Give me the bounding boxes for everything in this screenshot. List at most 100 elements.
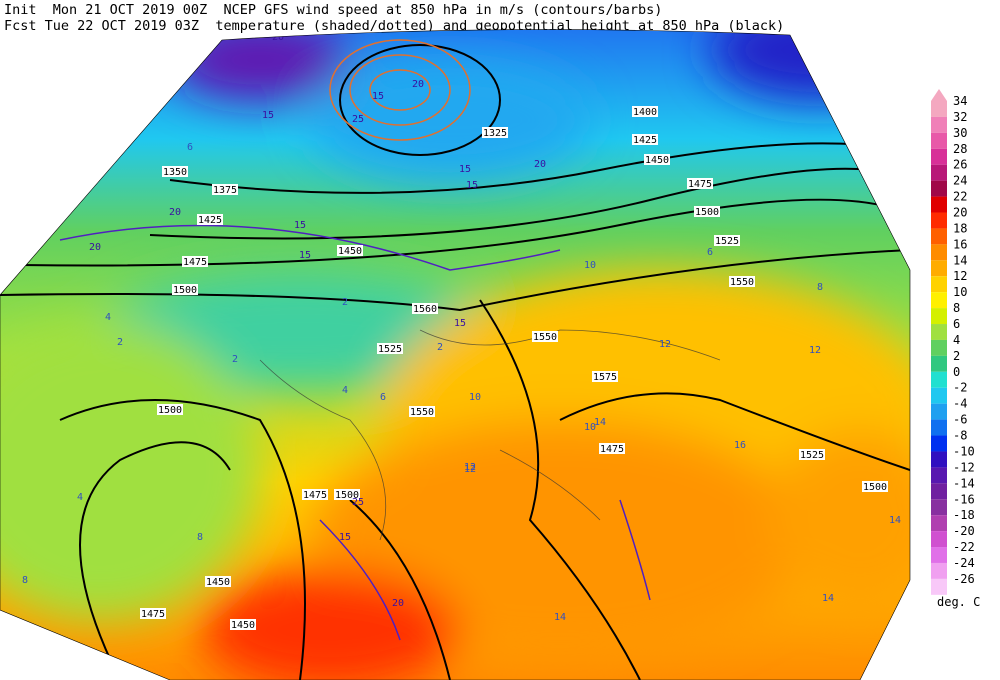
height-label: 1325 xyxy=(483,128,507,139)
temp-label: 10 xyxy=(584,422,596,433)
height-label: 1400 xyxy=(633,107,657,118)
temp-label: 2 xyxy=(437,342,443,353)
height-label: 1475 xyxy=(600,444,624,455)
colorbar-swatch xyxy=(931,483,947,500)
height-label: 1425 xyxy=(633,135,657,146)
colorbar-label: 20 xyxy=(953,206,967,220)
temp-label: 2 xyxy=(117,337,123,348)
colorbar-swatch xyxy=(931,562,947,579)
wind-label: 20 xyxy=(412,79,424,90)
header-init: Init Mon 21 OCT 2019 00Z NCEP GFS wind s… xyxy=(4,2,662,18)
colorbar-swatch xyxy=(931,371,947,388)
colorbar-arrow xyxy=(931,89,947,101)
height-label: 1475 xyxy=(183,257,207,268)
colorbar-swatch xyxy=(931,148,947,165)
height-label-box xyxy=(714,235,740,246)
temp-label: 4 xyxy=(342,385,348,396)
height-label: 1500 xyxy=(158,405,182,416)
colorbar-swatch xyxy=(931,276,947,293)
temp-label: 14 xyxy=(594,417,606,428)
height-label-box xyxy=(337,245,363,256)
colorbar-swatch xyxy=(931,116,947,133)
height-label: 1375 xyxy=(213,185,237,196)
colorbar-label: -10 xyxy=(953,444,975,458)
colorbar-unit: deg. C xyxy=(937,595,980,609)
colorbar-swatch xyxy=(931,292,947,309)
colorbar-swatch xyxy=(931,132,947,149)
colorbar-label: -24 xyxy=(953,556,975,570)
colorbar-label: 4 xyxy=(953,333,960,347)
height-label: 1475 xyxy=(141,609,165,620)
height-label: 1500 xyxy=(173,285,197,296)
height-label-box xyxy=(157,404,183,415)
colorbar-label: -2 xyxy=(953,381,967,395)
temp-label: 4 xyxy=(105,312,111,323)
height-label-box xyxy=(334,489,360,500)
colorbar-label: -20 xyxy=(953,524,975,538)
temp-label: 2 xyxy=(232,354,238,365)
height-label: 1450 xyxy=(206,577,230,588)
temp-label: 8 xyxy=(817,282,823,293)
colorbar-swatch xyxy=(931,515,947,532)
colorbar-label: -6 xyxy=(953,413,967,427)
colorbar-swatch xyxy=(931,260,947,277)
colorbar-label: -16 xyxy=(953,492,975,506)
colorbar-swatch xyxy=(931,451,947,468)
wind-label: 15 xyxy=(299,250,311,261)
wind-label: 15 xyxy=(262,110,274,121)
wind-label: 15 xyxy=(459,164,471,175)
height-label-box xyxy=(377,343,403,354)
colorbar-swatch xyxy=(931,435,947,452)
height-label-box xyxy=(599,443,625,454)
wind-label: 15 xyxy=(466,180,478,191)
temp-label: 14 xyxy=(554,612,566,623)
temp-label: 8 xyxy=(197,532,203,543)
colorbar-swatch xyxy=(931,228,947,245)
temp-label: 10 xyxy=(469,392,481,403)
height-label-box xyxy=(162,166,188,177)
height-label-box xyxy=(212,184,238,195)
temp-label: 16 xyxy=(734,440,746,451)
colorbar-swatch xyxy=(931,547,947,563)
colorbar-label: 22 xyxy=(953,190,967,204)
colorbar-label: -4 xyxy=(953,397,967,411)
colorbar-label: 12 xyxy=(953,269,967,283)
temp-label: 12 xyxy=(659,339,671,350)
colorbar-label: 6 xyxy=(953,317,960,331)
colorbar-label: 18 xyxy=(953,221,967,235)
colorbar-label: 0 xyxy=(953,365,960,379)
height-label-box xyxy=(799,449,825,460)
height-label: 1475 xyxy=(688,179,712,190)
colorbar-swatch xyxy=(931,578,947,595)
height-label: 1450 xyxy=(231,620,255,631)
height-label: 1500 xyxy=(863,482,887,493)
map-area: 1350137514251450147515001325140014251450… xyxy=(0,29,910,680)
colorbar-swatch xyxy=(931,531,947,548)
wind-label: 15 xyxy=(454,318,466,329)
height-label-box xyxy=(644,154,670,165)
height-label: 1425 xyxy=(198,215,222,226)
temp-label: 12 xyxy=(464,464,476,475)
height-label-box xyxy=(532,331,558,342)
wind-label: 25 xyxy=(352,497,364,508)
height-label: 1450 xyxy=(645,155,669,166)
colorbar-label: 28 xyxy=(953,142,967,156)
temp-label: 2 xyxy=(342,297,348,308)
height-label: 1475 xyxy=(303,490,327,501)
height-label: 1500 xyxy=(335,490,359,501)
colorbar-swatch xyxy=(931,467,947,484)
colorbar-swatch xyxy=(931,419,947,436)
temp-label: 12 xyxy=(809,345,821,356)
height-label-box xyxy=(694,206,720,217)
wind-label: 15 xyxy=(372,91,384,102)
height-label-box xyxy=(632,134,658,145)
colorbar-label: 10 xyxy=(953,285,967,299)
wind-label: 25 xyxy=(352,114,364,125)
height-label: 1525 xyxy=(800,450,824,461)
map-frame xyxy=(0,29,911,680)
height-label-box xyxy=(632,106,658,117)
colorbar-swatch xyxy=(931,387,947,404)
height-label-box xyxy=(140,608,166,619)
temp-label: 10 xyxy=(584,260,596,271)
